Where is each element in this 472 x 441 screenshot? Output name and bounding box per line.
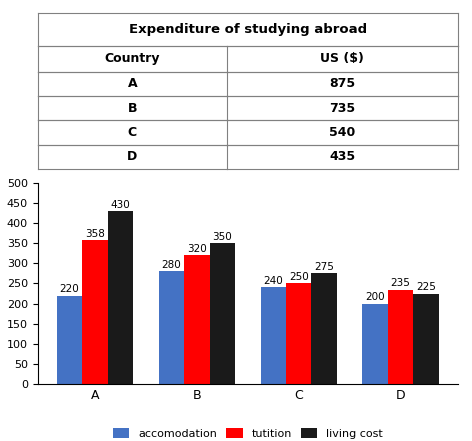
Bar (57, 295, 82, 384)
Text: 350: 350 (212, 232, 232, 242)
Text: 220: 220 (60, 284, 79, 294)
Bar (388, 289, 413, 384)
Text: 435: 435 (329, 150, 355, 163)
Text: 280: 280 (161, 260, 181, 270)
Text: D: D (127, 150, 137, 163)
Text: US ($): US ($) (320, 52, 364, 65)
Text: 320: 320 (187, 244, 207, 254)
Text: 250: 250 (289, 272, 309, 282)
Bar (159, 272, 184, 384)
Legend: accomodation, tutition, living cost: accomodation, tutition, living cost (108, 423, 388, 441)
Text: 540: 540 (329, 126, 355, 139)
Text: 225: 225 (416, 282, 436, 292)
Bar (261, 288, 286, 384)
Text: 200: 200 (365, 292, 385, 302)
Text: 275: 275 (314, 262, 334, 272)
Text: 430: 430 (110, 200, 130, 210)
Bar (82, 240, 108, 384)
Bar (362, 303, 388, 384)
Bar (312, 273, 337, 384)
Text: Expenditure of studying abroad: Expenditure of studying abroad (129, 23, 367, 36)
Text: 735: 735 (329, 102, 355, 115)
Bar (413, 294, 439, 384)
Text: 358: 358 (85, 228, 105, 239)
Text: 235: 235 (391, 278, 411, 288)
Text: B: B (127, 102, 137, 115)
Text: 875: 875 (329, 77, 355, 90)
Text: A: A (127, 77, 137, 90)
Text: C: C (128, 126, 137, 139)
Text: 240: 240 (263, 276, 283, 286)
Bar (184, 255, 210, 384)
Bar (210, 243, 235, 384)
Bar (108, 211, 133, 384)
Bar (286, 284, 312, 384)
Text: Country: Country (104, 52, 160, 65)
